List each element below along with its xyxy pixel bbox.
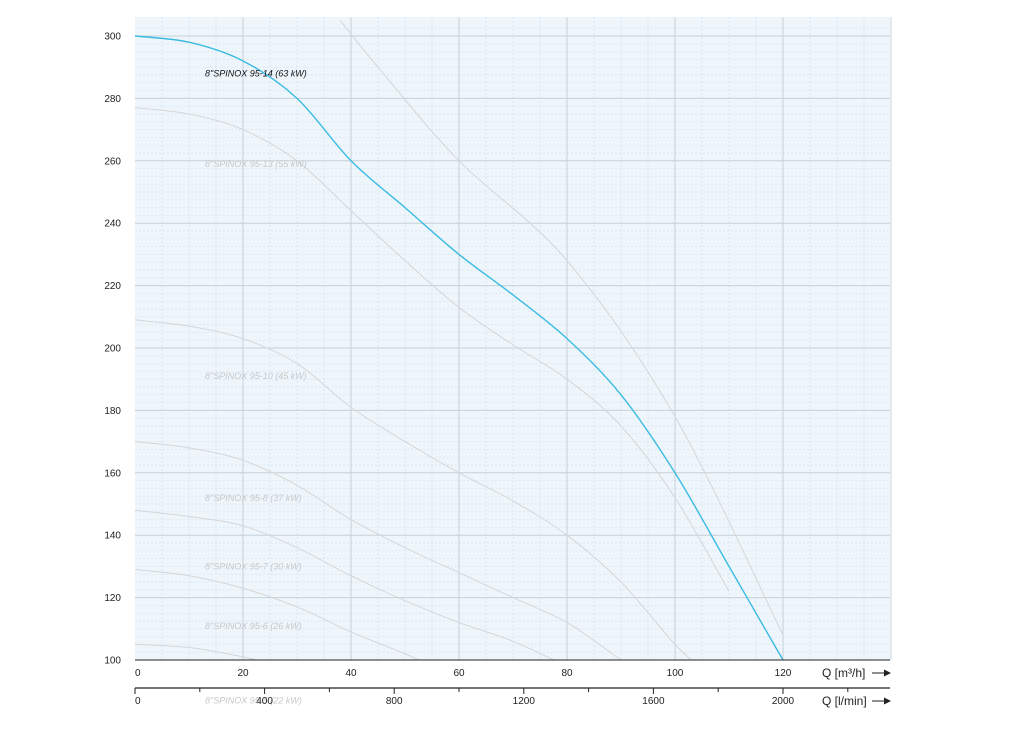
y-tick-label: 220 [104, 281, 121, 292]
curve-line [135, 107, 730, 592]
x-tick-label: 0 [135, 668, 141, 679]
curve-label: 8"SPINOX 95-10 (45 kW) [205, 371, 307, 381]
x2-axis-tick-marks [134, 688, 849, 694]
y-tick-label: 300 [104, 32, 121, 43]
x2-tick-label: 800 [386, 696, 403, 707]
x-tick-label: 60 [453, 668, 465, 679]
y-tick-label: 180 [104, 406, 121, 417]
y-tick-label: 140 [104, 531, 121, 542]
curve-line [135, 643, 259, 660]
curve-label: 8"SPINOX 95-13 (55 kW) [205, 159, 307, 169]
x2-tick-label: 1200 [513, 696, 536, 707]
x2-tick-label: 0 [135, 696, 141, 707]
curve-label: 8"SPINOX 95-6 (26 kW) [205, 621, 302, 631]
x2-tick-label: 1600 [642, 696, 665, 707]
x2-axis-arrow [872, 697, 891, 705]
y-tick-label: 100 [104, 656, 121, 667]
curve-label: 8"SPINOX 95-5 (22 kW) [205, 696, 302, 706]
x-axis-label: Q [m³/h] [822, 666, 865, 680]
y-tick-label: 240 [104, 219, 121, 230]
x-tick-label: 80 [561, 668, 573, 679]
x-axis-tick-labels: 0 20 40 60 80 100 120 [135, 668, 792, 679]
highlighted-curve-line [135, 35, 784, 660]
curve-label: 8"SPINOX 95-7 (30 kW) [205, 562, 302, 572]
x-tick-label: 40 [345, 668, 357, 679]
curve-labels: 8"SPINOX 95-14 (63 kW) 8"SPINOX 95-13 (55… [205, 69, 307, 706]
x-axis-arrow [872, 669, 891, 677]
curves [135, 20, 784, 660]
curve-line [339, 20, 784, 636]
curve-line [135, 441, 622, 660]
y-tick-label: 200 [104, 344, 121, 355]
x-tick-label: 100 [667, 668, 684, 679]
x2-axis-tick-labels: 0 400 800 1200 1600 2000 [135, 696, 795, 707]
x-tick-label: 20 [237, 668, 249, 679]
x2-tick-label: 400 [256, 696, 273, 707]
curve-label: 8"SPINOX 95-8 (37 kW) [205, 493, 302, 503]
curve-line [135, 319, 692, 660]
curve-line [135, 509, 556, 660]
y-tick-label: 160 [104, 468, 121, 479]
y-tick-label: 120 [104, 593, 121, 604]
y-axis-tick-labels: 100 120 140 160 180 200 220 240 260 280 300 [104, 32, 121, 667]
x2-axis-label: Q [l/min] [822, 694, 867, 708]
minor-grid [135, 17, 890, 660]
curve-line [135, 569, 421, 660]
curve-label: 8"SPINOX 95-14 (63 kW) [205, 69, 307, 79]
y-tick-label: 280 [104, 94, 121, 105]
y-tick-label: 260 [104, 156, 121, 167]
x-tick-label: 120 [775, 668, 792, 679]
x2-tick-label: 2000 [772, 696, 795, 707]
